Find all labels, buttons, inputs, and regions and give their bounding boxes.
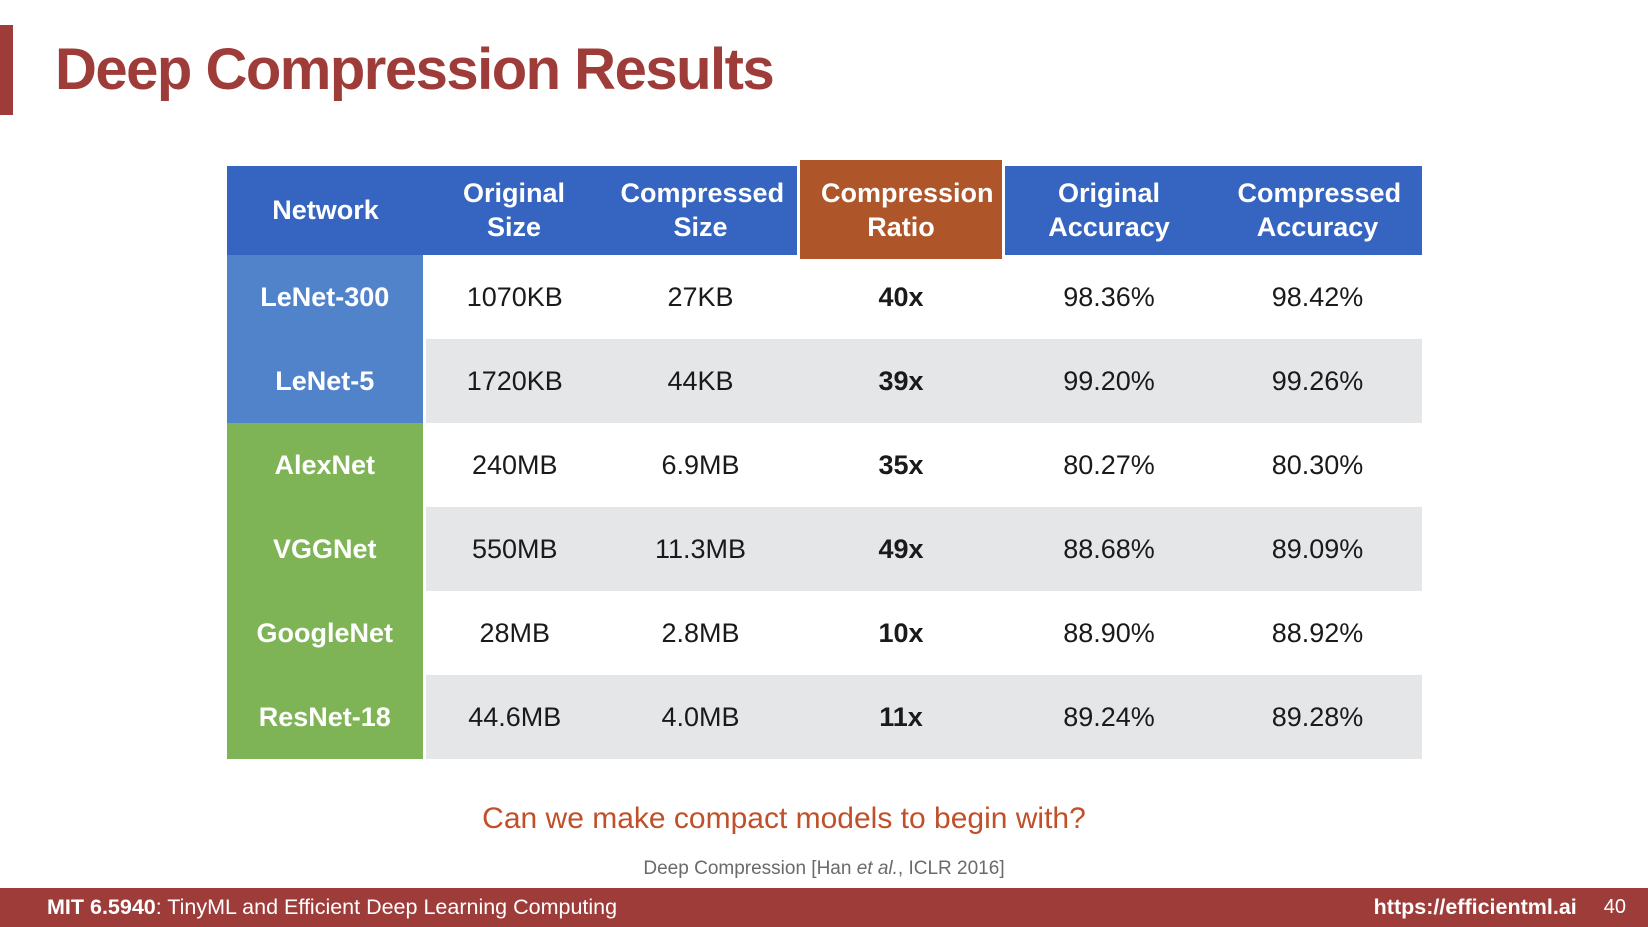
page-number: 40 [1603, 896, 1626, 918]
question-text: Can we make compact models to begin with… [482, 802, 1086, 835]
compressed-size-cell: 6.9MB [604, 423, 797, 507]
compression-ratio-cell: 39x [797, 339, 1005, 423]
compressed-accuracy-cell: 98.42% [1213, 255, 1422, 339]
footer-course-code: MIT 6.5940 [47, 895, 156, 919]
original-accuracy-cell: 89.24% [1005, 675, 1213, 759]
original-accuracy-cell: 80.27% [1005, 423, 1213, 507]
col-header-compressed-size: Compressed Size [604, 166, 797, 255]
footer-course: MIT 6.5940: TinyML and Efficient Deep Le… [47, 895, 617, 920]
compressed-size-cell: 44KB [604, 339, 797, 423]
original-size-cell: 1070KB [424, 255, 604, 339]
footer-course-title: : TinyML and Efficient Deep Learning Com… [155, 895, 618, 919]
network-cell: ResNet-18 [227, 675, 426, 759]
compressed-accuracy-cell: 99.26% [1213, 339, 1422, 423]
compression-ratio-cell: 49x [797, 507, 1005, 591]
slide-title: Deep Compression Results [55, 37, 775, 102]
original-size-cell: 240MB [424, 423, 604, 507]
compressed-accuracy-cell: 89.28% [1213, 675, 1422, 759]
compression-ratio-cell: 40x [797, 255, 1005, 339]
compression-ratio-cell: 11x [797, 675, 1005, 759]
compressed-accuracy-cell: 89.09% [1213, 507, 1422, 591]
col-header-original-size: Original Size [424, 166, 604, 255]
table-row-googlenet: GoogleNet 28MB 2.8MB 10x 88.90% 88.92% [227, 591, 1422, 675]
col-header-compression-ratio: Compression Ratio [797, 160, 1005, 259]
compressed-size-cell: 27KB [604, 255, 797, 339]
original-accuracy-cell: 98.36% [1005, 255, 1213, 339]
citation: Deep Compression [Han et al., ICLR 2016] [0, 858, 1648, 880]
original-accuracy-cell: 88.90% [1005, 591, 1213, 675]
col-header-original-accuracy: Original Accuracy [1005, 166, 1213, 255]
table-row-resnet-18: ResNet-18 44.6MB 4.0MB 11x 89.24% 89.28% [227, 675, 1422, 759]
citation-prefix: Deep Compression [Han [643, 858, 857, 879]
col-header-network: Network [227, 166, 424, 255]
original-size-cell: 44.6MB [424, 675, 604, 759]
table-row-vggnet: VGGNet 550MB 11.3MB 49x 88.68% 89.09% [227, 507, 1422, 591]
title-accent-bar [0, 25, 13, 115]
citation-et-al: et al. [856, 858, 898, 879]
network-cell: VGGNet [227, 507, 426, 591]
compressed-accuracy-cell: 88.92% [1213, 591, 1422, 675]
compressed-accuracy-cell: 80.30% [1213, 423, 1422, 507]
footer-right: https://efficientml.ai 40 [1374, 895, 1626, 920]
citation-suffix: , ICLR 2016] [897, 858, 1005, 879]
compressed-size-cell: 2.8MB [604, 591, 797, 675]
compressed-size-cell: 4.0MB [604, 675, 797, 759]
original-accuracy-cell: 88.68% [1005, 507, 1213, 591]
compression-ratio-cell: 10x [797, 591, 1005, 675]
table-row-alexnet: AlexNet 240MB 6.9MB 35x 80.27% 80.30% [227, 423, 1422, 507]
compression-ratio-cell: 35x [797, 423, 1005, 507]
original-accuracy-cell: 99.20% [1005, 339, 1213, 423]
network-cell: GoogleNet [227, 591, 426, 675]
original-size-cell: 550MB [424, 507, 604, 591]
table-row-lenet-300: LeNet-300 1070KB 27KB 40x 98.36% 98.42% [227, 255, 1422, 339]
table-header-row: Network Original Size Compressed Size Co… [227, 160, 1422, 259]
footer-bar: MIT 6.5940: TinyML and Efficient Deep Le… [0, 888, 1648, 927]
compressed-size-cell: 11.3MB [604, 507, 797, 591]
deep-compression-results-table: Network Original Size Compressed Size Co… [227, 160, 1422, 759]
table-row-lenet-5: LeNet-5 1720KB 44KB 39x 99.20% 99.26% [227, 339, 1422, 423]
network-cell: LeNet-300 [227, 255, 426, 339]
network-cell: AlexNet [227, 423, 426, 507]
original-size-cell: 28MB [424, 591, 604, 675]
network-cell: LeNet-5 [227, 339, 426, 423]
footer-url-link[interactable]: https://efficientml.ai [1373, 895, 1577, 919]
original-size-cell: 1720KB [424, 339, 604, 423]
col-header-compressed-accuracy: Compressed Accuracy [1213, 166, 1422, 255]
